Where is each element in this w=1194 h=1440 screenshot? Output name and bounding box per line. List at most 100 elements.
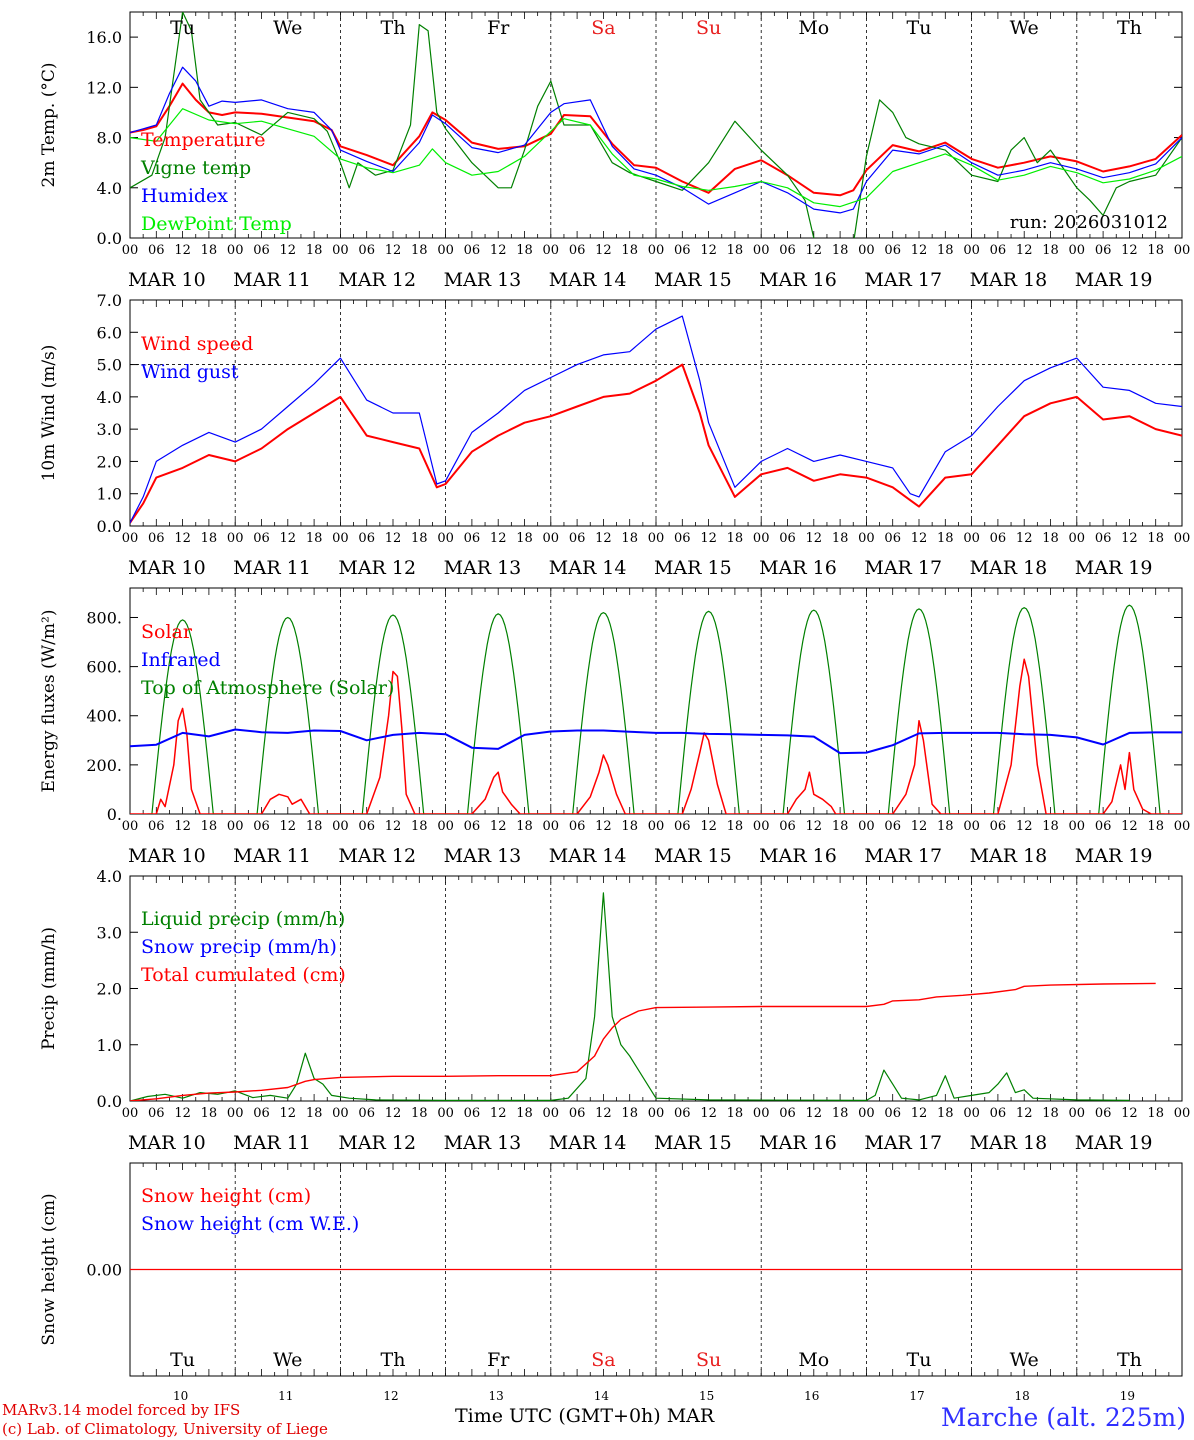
hour-label: 06 xyxy=(253,243,270,258)
hour-label: 18 xyxy=(1042,531,1059,546)
hour-label: 06 xyxy=(1095,243,1112,258)
date-label: MAR 14 xyxy=(549,557,627,579)
day-number: 18 xyxy=(1015,1389,1030,1403)
legend-entry: DewPoint Temp xyxy=(141,213,292,235)
hour-label: 06 xyxy=(1095,531,1112,546)
legend-entry: Wind gust xyxy=(141,361,239,383)
hour-label: 06 xyxy=(779,243,796,258)
hour-label: 00 xyxy=(227,243,244,258)
hour-label: 18 xyxy=(201,819,218,834)
hour-label: 12 xyxy=(806,819,823,834)
hour-label: 00 xyxy=(858,1106,875,1121)
date-label: MAR 12 xyxy=(338,557,416,579)
day-number: 10 xyxy=(173,1389,188,1403)
hour-label: 18 xyxy=(832,531,849,546)
series-total-cumulated-cm- xyxy=(130,982,1156,1101)
y-tick-label: 6.0 xyxy=(97,323,122,342)
series-humidex xyxy=(130,66,1182,214)
hour-label: 18 xyxy=(411,819,428,834)
hour-label: 00 xyxy=(753,1106,770,1121)
y-tick-label: 12.0 xyxy=(86,78,122,97)
date-label: MAR 10 xyxy=(128,269,206,291)
series-solar xyxy=(130,658,1182,814)
hour-label: 12 xyxy=(385,531,402,546)
hour-label: 06 xyxy=(358,531,375,546)
hour-label: 06 xyxy=(674,243,691,258)
hour-label: 12 xyxy=(1121,243,1138,258)
hour-label: 12 xyxy=(595,531,612,546)
hour-label: 18 xyxy=(516,531,533,546)
hour-label: 18 xyxy=(306,819,323,834)
legend-entry: Top of Atmosphere (Solar) xyxy=(141,677,394,699)
hour-label: 18 xyxy=(306,243,323,258)
hour-label: 00 xyxy=(332,243,349,258)
hour-label: 18 xyxy=(621,531,638,546)
hour-label: 00 xyxy=(648,819,665,834)
hour-label: 12 xyxy=(385,819,402,834)
hour-label: 00 xyxy=(122,1106,139,1121)
hour-label: 12 xyxy=(385,243,402,258)
hour-label: 00 xyxy=(227,1106,244,1121)
hour-label: 06 xyxy=(674,531,691,546)
hour-label: 00 xyxy=(332,819,349,834)
y-tick-label: 1.0 xyxy=(97,1036,122,1055)
y-tick-label: 3.0 xyxy=(97,923,122,942)
hour-label: 00 xyxy=(1069,243,1086,258)
weekday-label: Tu xyxy=(170,1349,195,1371)
hour-label: 06 xyxy=(148,243,165,258)
hour-label: 06 xyxy=(990,1106,1007,1121)
y-tick-label: 8.0 xyxy=(97,129,122,148)
hour-label: 18 xyxy=(1147,531,1164,546)
hour-label: 18 xyxy=(937,531,954,546)
hour-label: 12 xyxy=(174,531,191,546)
date-label: MAR 17 xyxy=(864,269,942,291)
hour-label: 00 xyxy=(648,531,665,546)
y-tick-label: 16.0 xyxy=(86,28,122,47)
hour-label: 00 xyxy=(648,1106,665,1121)
day-number: 13 xyxy=(489,1389,504,1403)
hour-label: 18 xyxy=(727,531,744,546)
hour-label: 06 xyxy=(1095,819,1112,834)
hour-label: 00 xyxy=(227,819,244,834)
hour-label: 12 xyxy=(280,819,297,834)
date-label: MAR 19 xyxy=(1075,557,1153,579)
date-label: MAR 10 xyxy=(128,845,206,867)
y-tick-label: 600. xyxy=(86,658,122,677)
hour-label: 18 xyxy=(832,1106,849,1121)
hour-label: 18 xyxy=(516,1106,533,1121)
date-label: MAR 17 xyxy=(864,845,942,867)
hour-label: 06 xyxy=(148,531,165,546)
hour-label: 06 xyxy=(358,1106,375,1121)
hour-label: 12 xyxy=(280,1106,297,1121)
y-tick-label: 4.0 xyxy=(97,179,122,198)
date-label: MAR 13 xyxy=(444,1132,522,1154)
run-label: run: 2026031012 xyxy=(1010,212,1168,233)
date-label: MAR 15 xyxy=(654,1132,732,1154)
weekday-label: Sa xyxy=(591,17,615,39)
hour-label: 18 xyxy=(727,819,744,834)
hour-label: 06 xyxy=(990,819,1007,834)
hour-label: 18 xyxy=(937,243,954,258)
date-label: MAR 16 xyxy=(759,1132,837,1154)
hour-label: 00 xyxy=(437,531,454,546)
date-label: MAR 16 xyxy=(759,557,837,579)
series-infrared xyxy=(130,728,1182,755)
date-label: MAR 19 xyxy=(1075,269,1153,291)
plot-area xyxy=(130,12,1182,238)
hour-label: 06 xyxy=(990,531,1007,546)
hour-label: 06 xyxy=(464,819,481,834)
date-label: MAR 16 xyxy=(759,269,837,291)
date-label: MAR 15 xyxy=(654,845,732,867)
hour-label: 06 xyxy=(464,1106,481,1121)
hour-label: 06 xyxy=(464,531,481,546)
hour-label: 12 xyxy=(700,243,717,258)
y-axis-label: 2m Temp. (°C) xyxy=(39,62,59,187)
hour-label: 06 xyxy=(569,531,586,546)
hour-label: 06 xyxy=(253,1106,270,1121)
hour-label: 18 xyxy=(937,1106,954,1121)
y-axis-label: Snow height (cm) xyxy=(39,1193,59,1345)
hour-label: 12 xyxy=(280,531,297,546)
hour-label: 12 xyxy=(911,531,928,546)
legend-entry: Total cumulated (cm) xyxy=(141,964,346,986)
